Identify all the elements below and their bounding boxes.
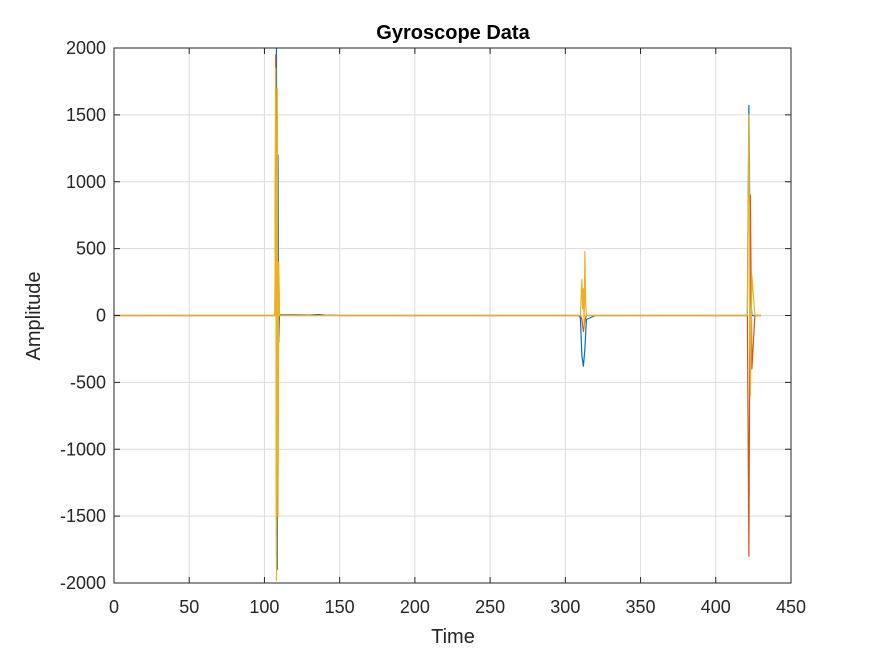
- x-tick-label: 350: [626, 597, 656, 617]
- x-tick-label: 450: [776, 597, 806, 617]
- x-tick-label: 100: [249, 597, 279, 617]
- series-line-2: [114, 54, 761, 557]
- x-tick-label: 150: [325, 597, 355, 617]
- y-tick-label: -500: [70, 372, 106, 392]
- x-tick-label: 400: [701, 597, 731, 617]
- y-tick-label: 0: [96, 306, 106, 326]
- x-tick-label: 0: [109, 597, 119, 617]
- y-tick-label: -2000: [60, 573, 106, 593]
- y-tick-label: 1500: [66, 105, 106, 125]
- x-tick-label: 200: [400, 597, 430, 617]
- y-tick-label: 1000: [66, 172, 106, 192]
- x-tick-label: 250: [475, 597, 505, 617]
- y-tick-label: 500: [76, 239, 106, 259]
- x-tick-label: 50: [179, 597, 199, 617]
- x-axis-label: Time: [431, 626, 475, 648]
- x-tick-label: 300: [550, 597, 580, 617]
- plot-series: [114, 47, 761, 581]
- y-tick-label: -1500: [60, 506, 106, 526]
- y-tick-label: 2000: [66, 38, 106, 58]
- y-tick-label: -1000: [60, 439, 106, 459]
- axis-ticks: 0 50 100 150 200 250 300 350 400 450 -2000 -1500 -10…: [60, 38, 806, 617]
- chart-title: Gyroscope Data: [376, 22, 530, 44]
- series-line-3: [114, 67, 761, 581]
- y-axis-label: Amplitude: [23, 272, 45, 361]
- series-line-1: [114, 47, 761, 571]
